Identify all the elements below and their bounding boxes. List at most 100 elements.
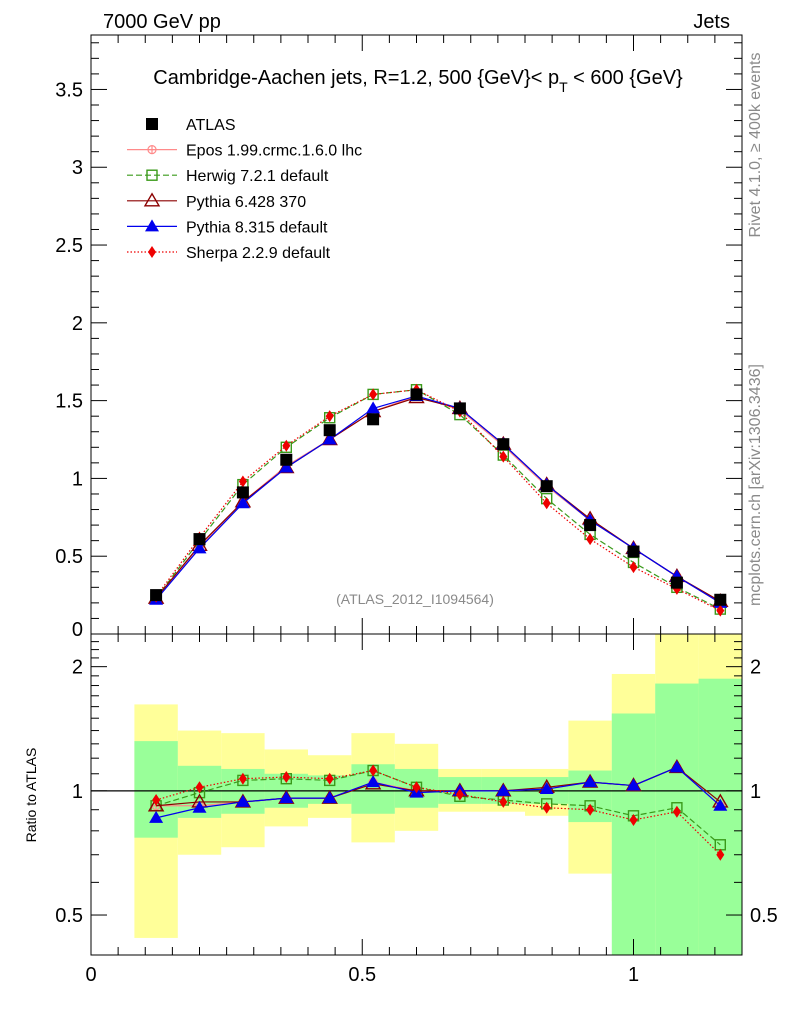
legend-marker-pythia-8-315-default-shape (145, 219, 159, 232)
point-pythia-8-315-default (192, 541, 207, 554)
rivet-version-label: Rivet 4.1.0, ≥ 400k events (747, 53, 764, 238)
point-sherpa-2-2-9-default-shape (238, 475, 247, 488)
main-ticks: 0 0.5 1 1.5 2 2.5 3 3.5 (55, 35, 743, 641)
legend-marker-pythia-8-315-default (145, 219, 159, 232)
ratio-point-sherpa-2-2-9-default-shape (542, 801, 551, 814)
point-pythia-8-315-default (366, 401, 381, 414)
legend-label-pythia-8-315-default: Pythia 8.315 default (186, 219, 328, 236)
ratio-point-pythia-8-315-default (669, 760, 684, 773)
ratio-point-sherpa-2-2-9-default (586, 803, 595, 816)
ratio-point-sherpa-2-2-9-default-shape (586, 803, 595, 816)
point-sherpa-2-2-9-default (716, 604, 725, 617)
y-tick-label-ratio: 1 (72, 781, 83, 803)
ratio-point-pythia-8-315-default (496, 783, 511, 796)
y-tick-label-ratio: 0.5 (55, 905, 83, 927)
legend-marker-pythia-6-428-370-shape (143, 192, 161, 207)
legend-entry-pythia-6-428-370: Pythia 6.428 370 (127, 192, 306, 211)
point-pythia-8-315-default (322, 432, 337, 445)
ratio-axis-label: Ratio to ATLAS (23, 748, 39, 843)
x-axis-labels: 0 0.5 1 (85, 964, 639, 986)
point-atlas (150, 589, 163, 602)
main-panel: 0 0.5 1 1.5 2 2.5 3 3.5 Cambridge-Aachen jets, … (55, 34, 743, 641)
ratio-point-pythia-8-315-default-shape (713, 798, 728, 811)
y-tick-label-ratio: 2 (72, 657, 83, 679)
y-tick-label-main: 0.5 (55, 546, 83, 568)
point-sherpa-2-2-9-default-shape (282, 439, 291, 452)
point-atlas (367, 413, 380, 426)
legend-entry-pythia-8-315-default: Pythia 8.315 default (127, 219, 328, 236)
point-atlas-shape (627, 545, 640, 558)
ratio-point-pythia-8-315-default (192, 800, 207, 813)
ratio-point-pythia-8-315-default-shape (539, 782, 554, 795)
point-sherpa-2-2-9-default (542, 497, 551, 510)
ratio-point-pythia-8-315-default (583, 775, 598, 788)
legend: ATLAS Epos 1.99.crmc.1.6.0 lhc Herwig 7.2.… (127, 117, 362, 262)
legend-marker-atlas (146, 118, 158, 130)
ratio-point-pythia-8-315-default-shape (583, 775, 598, 788)
point-sherpa-2-2-9-default-shape (629, 561, 638, 574)
mcplots-credit-label: mcplots.cern.ch [arXiv:1306.3436] (747, 364, 764, 606)
ratio-point-sherpa-2-2-9-default (499, 795, 508, 808)
ratio-point-pythia-8-315-default-shape (322, 791, 337, 804)
ratio-uncertainty-bands (134, 634, 742, 955)
y-tick-label-main: 3.5 (55, 79, 83, 101)
point-atlas (584, 519, 597, 532)
ratio-panel: 0.5 0.5 1 1 2 2 Ratio to ATLAS (23, 633, 778, 956)
ratio-point-sherpa-2-2-9-default (369, 764, 378, 777)
point-pythia-8-315-default-shape (235, 496, 250, 509)
point-sherpa-2-2-9-default (629, 561, 638, 574)
y-tick-label-ratio-right: 2 (750, 657, 761, 679)
ratio-point-pythia-8-315-default (713, 798, 728, 811)
legend-marker-sherpa-2-2-9-default (148, 246, 156, 258)
ratio-point-sherpa-2-2-9-default (325, 772, 334, 785)
point-sherpa-2-2-9-default-shape (586, 533, 595, 546)
ratio-point-sherpa-2-2-9-default (412, 781, 421, 794)
legend-entry-sherpa-2-2-9-default: Sherpa 2.2.9 default (127, 245, 331, 262)
ratio-point-sherpa-2-2-9-default-shape (152, 794, 161, 807)
ratio-point-sherpa-2-2-9-default-shape (412, 781, 421, 794)
ratio-point-pythia-8-315-default (235, 794, 250, 807)
point-atlas-shape (453, 402, 466, 415)
point-sherpa-2-2-9-default (325, 410, 334, 423)
legend-marker-herwig-7-2-1-default (146, 169, 158, 181)
ratio-band-green (611, 713, 656, 955)
ratio-point-pythia-8-315-default-shape (669, 760, 684, 773)
series-line-pythia-8-315-default (155, 395, 721, 604)
y-tick-label-main: 1 (72, 468, 83, 490)
point-atlas-shape (540, 480, 553, 493)
point-pythia-8-315-default (235, 496, 250, 509)
ratio-line-pythia-8-315-default (155, 766, 721, 819)
ratio-point-sherpa-2-2-9-default-shape (672, 805, 681, 818)
ratio-point-pythia-8-315-default-shape (626, 778, 641, 791)
legend-marker-herwig-7-2-1-default-shape (146, 169, 158, 181)
point-sherpa-2-2-9-default (586, 533, 595, 546)
ratio-point-sherpa-2-2-9-default-shape (499, 795, 508, 808)
point-atlas (323, 424, 336, 437)
point-pythia-8-315-default-shape (279, 460, 294, 473)
legend-entry-herwig-7-2-1-default: Herwig 7.2.1 default (127, 168, 329, 185)
process-label: Jets (693, 11, 730, 33)
point-atlas (193, 533, 206, 546)
legend-marker-pythia-6-428-370 (143, 192, 161, 207)
point-atlas (497, 438, 510, 451)
energy-label: 7000 GeV pp (103, 11, 221, 33)
legend-entry-epos-1-99-crmc-1-6-0-lhc: Epos 1.99.crmc.1.6.0 lhc (127, 143, 362, 160)
ratio-point-pythia-6-428-370-shape (147, 797, 165, 812)
point-atlas-shape (670, 576, 683, 589)
point-atlas (410, 388, 423, 401)
ratio-point-pythia-8-315-default-shape (235, 794, 250, 807)
ratio-point-pythia-8-315-default-shape (279, 791, 294, 804)
ratio-point-sherpa-2-2-9-default-shape (282, 771, 291, 784)
y-tick-label-main: 3 (72, 157, 83, 179)
point-sherpa-2-2-9-default (499, 450, 508, 463)
chart-title: Cambridge-Aachen jets, R=1.2, 500 {GeV}<… (153, 67, 683, 95)
legend-entry-atlas: ATLAS (146, 117, 236, 134)
analysis-watermark: (ATLAS_2012_I1094564) (336, 591, 494, 607)
ratio-point-sherpa-2-2-9-default-shape (455, 788, 464, 801)
ratio-band-green (655, 683, 699, 955)
y-tick-label-main: 0 (72, 619, 83, 641)
point-sherpa-2-2-9-default (282, 439, 291, 452)
y-tick-label-main: 2 (72, 313, 83, 335)
legend-label-herwig-7-2-1-default: Herwig 7.2.1 default (186, 168, 329, 185)
x-tick-label: 0.5 (348, 964, 376, 986)
